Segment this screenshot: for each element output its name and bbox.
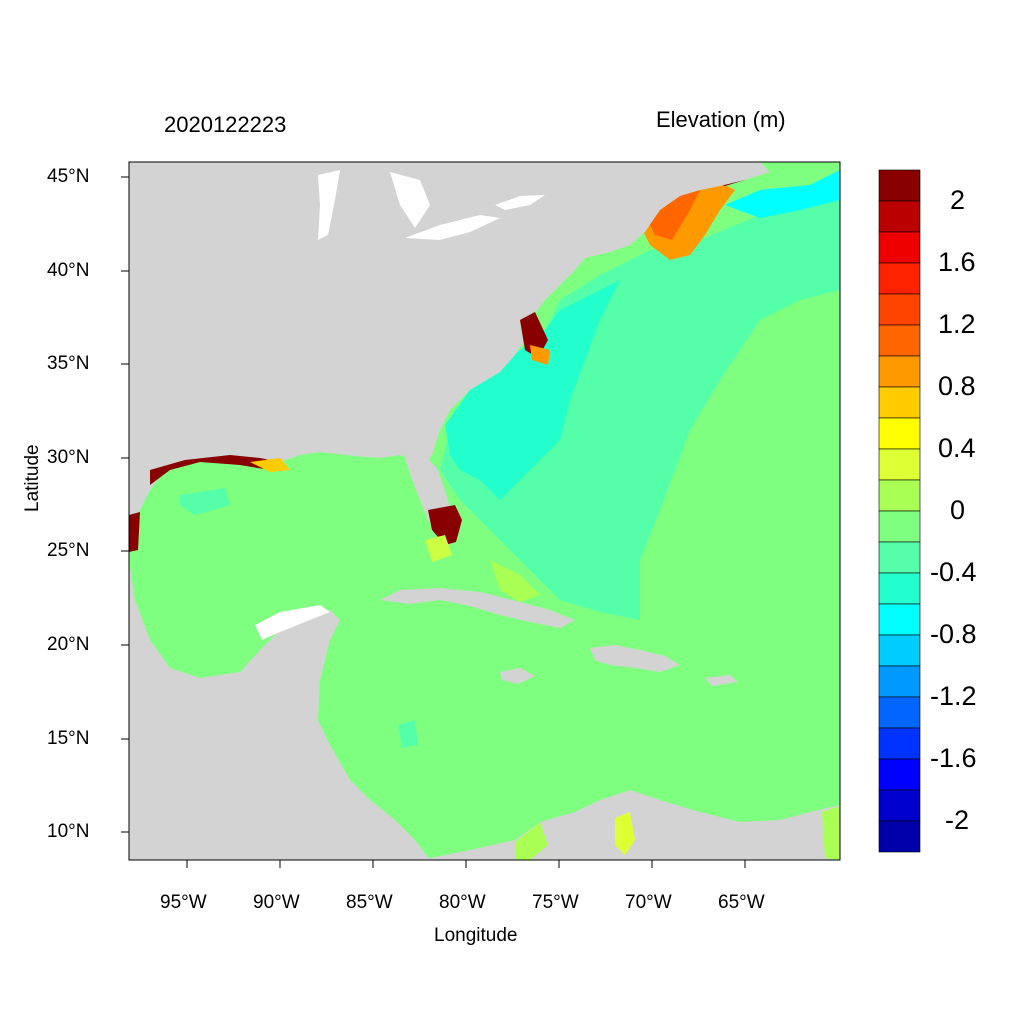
- lat-tick-label: 20°N: [47, 634, 90, 655]
- colorbar-label: -2: [945, 805, 970, 835]
- chesapeake-surge: [520, 312, 548, 358]
- colorbar-label: 1.2: [938, 309, 976, 339]
- colorbar-label: -0.4: [930, 557, 977, 587]
- gulf-maine-surge-high: [645, 188, 700, 240]
- maracaibo-zone: [615, 812, 635, 855]
- lake-michigan: [318, 170, 340, 240]
- colorbar-swatch: [878, 510, 921, 543]
- colorbar-swatch: [878, 820, 921, 853]
- colorbar-swatch: [878, 355, 921, 388]
- honduras-zone: [398, 720, 418, 748]
- pamlico-surge: [530, 345, 550, 365]
- colorbar-label: -1.6: [930, 743, 977, 773]
- lake-ontario: [495, 195, 545, 210]
- lon-tick-label: 80°W: [439, 892, 486, 913]
- louisiana-surge: [150, 455, 280, 485]
- map-title-left: 2020122223: [164, 112, 287, 137]
- colorbar-swatch: [878, 417, 921, 450]
- colorbar-label: 0.8: [938, 371, 976, 401]
- colorbar-label: 0: [950, 495, 966, 525]
- lat-tick-label: 30°N: [47, 447, 90, 468]
- lon-tick-label: 95°W: [160, 892, 207, 913]
- atlantic-shelf-zone: [445, 280, 620, 500]
- colorbar-swatch: [878, 386, 921, 419]
- atlantic-zone: [440, 200, 840, 620]
- colorbar-label: 2: [950, 185, 966, 215]
- lat-tick-label: 25°N: [47, 540, 90, 561]
- lon-tick-marks: [186, 860, 746, 868]
- colorbar-swatch: [878, 231, 921, 264]
- florida-bay-zone: [425, 535, 452, 562]
- colorbar-swatch: [878, 448, 921, 481]
- orinoco-zone: [822, 806, 840, 860]
- florida-surge: [428, 505, 462, 545]
- bahamas-zone: [490, 560, 540, 602]
- puerto-rico-land: [705, 675, 738, 686]
- lat-tick-label: 10°N: [47, 821, 90, 842]
- lon-tick-label: 90°W: [253, 892, 300, 913]
- colorbar-swatch: [878, 603, 921, 636]
- lon-tick-label: 65°W: [718, 892, 765, 913]
- colorbar-swatch: [878, 696, 921, 729]
- yucatan-coast: [255, 605, 330, 640]
- lat-tick-marks: [121, 176, 129, 833]
- colorbar-label: 0.4: [938, 433, 976, 463]
- colorbar-swatch: [878, 479, 921, 512]
- hispaniola-land: [590, 645, 680, 672]
- colorbar-swatch: [878, 324, 921, 357]
- colorbar-swatch: [878, 758, 921, 791]
- colorbar-label: -1.2: [930, 681, 977, 711]
- colorbar-swatch: [878, 634, 921, 667]
- map-title-right: Elevation (m): [656, 107, 786, 132]
- colorbar-label: -0.8: [930, 619, 977, 649]
- lat-tick-label: 45°N: [47, 166, 90, 187]
- lat-tick-label: 35°N: [47, 353, 90, 374]
- lat-tick-label: 40°N: [47, 260, 90, 281]
- colorbar-swatch: [878, 293, 921, 326]
- colorbar-swatch: [878, 200, 921, 233]
- colorbar-label: 1.6: [938, 247, 976, 277]
- lake-huron: [390, 172, 430, 228]
- lon-tick-label: 85°W: [346, 892, 393, 913]
- texas-surge: [129, 512, 140, 552]
- colorbar-swatch: [878, 262, 921, 295]
- y-axis-title: Latitude: [22, 444, 43, 512]
- louisiana-surge-mid: [250, 458, 290, 472]
- colorbar-swatch: [878, 572, 921, 605]
- plot-frame: [128, 161, 841, 861]
- colorbar-swatch: [878, 541, 921, 574]
- lat-tick-label: 15°N: [47, 728, 90, 749]
- gulf-maine-zone: [725, 170, 840, 218]
- colorbar-swatch: [878, 727, 921, 760]
- lon-tick-label: 70°W: [625, 892, 672, 913]
- colorbar: [878, 169, 921, 853]
- jamaica-land: [500, 668, 535, 684]
- north-america-land: [129, 162, 770, 560]
- colorbar-swatch: [878, 789, 921, 822]
- central-america-land: [129, 560, 430, 860]
- x-axis-title: Longitude: [434, 925, 518, 946]
- lake-erie: [405, 215, 500, 240]
- colombia-zone: [515, 822, 548, 860]
- colorbar-swatch: [878, 665, 921, 698]
- cuba-land: [380, 588, 575, 628]
- colorbar-swatch: [878, 169, 921, 202]
- gulf-low-zone: [180, 488, 230, 515]
- lon-tick-label: 75°W: [532, 892, 579, 913]
